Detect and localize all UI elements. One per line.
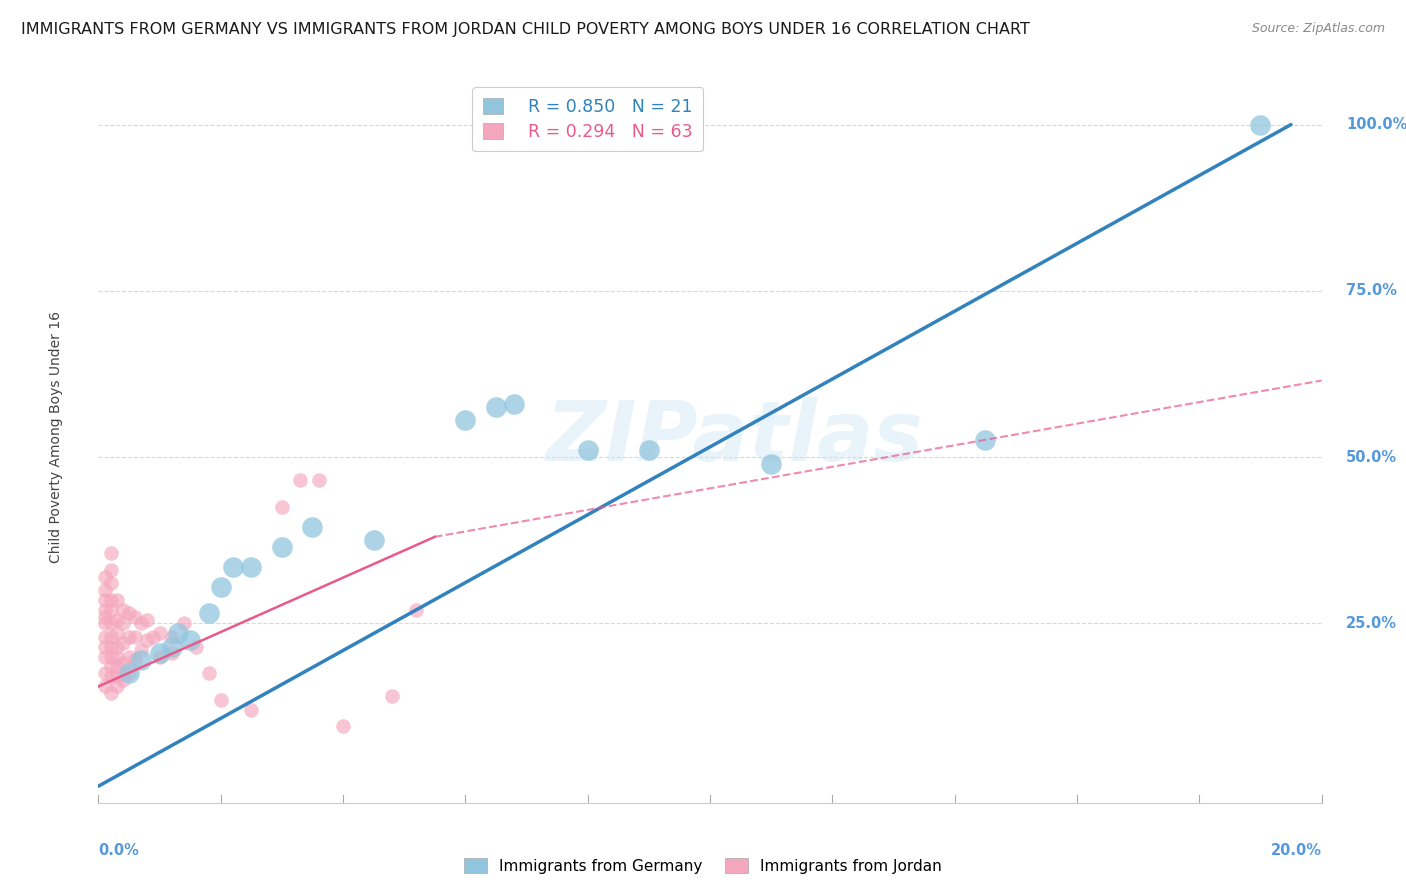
Point xyxy=(405,603,427,617)
Point xyxy=(197,666,219,681)
Point xyxy=(105,680,128,694)
Text: 50.0%: 50.0% xyxy=(1346,450,1398,465)
Point xyxy=(93,616,115,631)
Point xyxy=(105,626,128,640)
Point xyxy=(129,653,152,667)
Point xyxy=(308,473,330,487)
Point xyxy=(105,659,128,673)
Point xyxy=(111,616,134,631)
Point xyxy=(100,630,122,644)
Point xyxy=(100,686,122,700)
Point xyxy=(93,666,115,681)
Point xyxy=(270,540,292,554)
Point xyxy=(576,443,599,458)
Point xyxy=(105,640,128,654)
Point xyxy=(124,609,146,624)
Text: ZIPatlas: ZIPatlas xyxy=(546,397,924,477)
Point xyxy=(93,582,115,597)
Point xyxy=(149,649,172,664)
Point xyxy=(759,457,782,471)
Point xyxy=(105,649,128,664)
Point xyxy=(209,580,232,594)
Point xyxy=(290,473,312,487)
Point xyxy=(111,636,134,650)
Point xyxy=(485,400,508,414)
Point xyxy=(100,563,122,577)
Point xyxy=(100,593,122,607)
Point xyxy=(100,576,122,591)
Point xyxy=(142,630,165,644)
Point xyxy=(105,669,128,683)
Point xyxy=(100,616,122,631)
Point xyxy=(118,666,141,681)
Point xyxy=(167,626,190,640)
Point xyxy=(118,630,141,644)
Point xyxy=(974,434,997,448)
Point xyxy=(93,593,115,607)
Point xyxy=(93,649,115,664)
Point xyxy=(197,607,219,621)
Legend: Immigrants from Germany, Immigrants from Jordan: Immigrants from Germany, Immigrants from… xyxy=(458,852,948,880)
Text: 25.0%: 25.0% xyxy=(1346,615,1398,631)
Point xyxy=(93,609,115,624)
Point xyxy=(118,607,141,621)
Point xyxy=(93,680,115,694)
Point xyxy=(118,649,141,664)
Text: IMMIGRANTS FROM GERMANY VS IMMIGRANTS FROM JORDAN CHILD POVERTY AMONG BOYS UNDER: IMMIGRANTS FROM GERMANY VS IMMIGRANTS FR… xyxy=(21,22,1031,37)
Point xyxy=(186,640,208,654)
Point xyxy=(240,703,263,717)
Point xyxy=(100,649,122,664)
Point xyxy=(149,646,172,660)
Point xyxy=(222,559,245,574)
Point xyxy=(105,593,128,607)
Point xyxy=(100,603,122,617)
Point xyxy=(100,659,122,673)
Point xyxy=(173,616,195,631)
Point xyxy=(149,626,172,640)
Point xyxy=(136,632,159,647)
Text: 20.0%: 20.0% xyxy=(1271,843,1322,858)
Point xyxy=(111,656,134,670)
Text: 0.0%: 0.0% xyxy=(98,843,139,858)
Point xyxy=(160,646,183,660)
Text: 75.0%: 75.0% xyxy=(1346,284,1398,298)
Point xyxy=(93,603,115,617)
Point xyxy=(129,616,152,631)
Point xyxy=(270,500,292,514)
Point xyxy=(124,653,146,667)
Point xyxy=(100,546,122,560)
Point xyxy=(93,570,115,584)
Point xyxy=(100,669,122,683)
Point xyxy=(209,692,232,706)
Point xyxy=(118,666,141,681)
Point xyxy=(240,559,263,574)
Text: 100.0%: 100.0% xyxy=(1346,117,1406,132)
Point xyxy=(301,520,323,534)
Point xyxy=(454,413,477,427)
Point xyxy=(381,690,404,704)
Point xyxy=(332,719,354,733)
Point xyxy=(124,630,146,644)
Point xyxy=(363,533,385,548)
Point xyxy=(637,443,661,458)
Point xyxy=(1249,118,1271,132)
Point xyxy=(93,640,115,654)
Point xyxy=(160,640,183,654)
Point xyxy=(160,630,183,644)
Legend:   R = 0.850   N = 21,   R = 0.294   N = 63: R = 0.850 N = 21, R = 0.294 N = 63 xyxy=(472,87,703,151)
Text: Child Poverty Among Boys Under 16: Child Poverty Among Boys Under 16 xyxy=(49,311,63,563)
Point xyxy=(136,613,159,627)
Point xyxy=(129,643,152,657)
Point xyxy=(111,673,134,687)
Point xyxy=(503,397,526,411)
Point xyxy=(100,640,122,654)
Point xyxy=(105,613,128,627)
Point xyxy=(111,603,134,617)
Text: Source: ZipAtlas.com: Source: ZipAtlas.com xyxy=(1251,22,1385,36)
Point xyxy=(179,632,201,647)
Point xyxy=(93,630,115,644)
